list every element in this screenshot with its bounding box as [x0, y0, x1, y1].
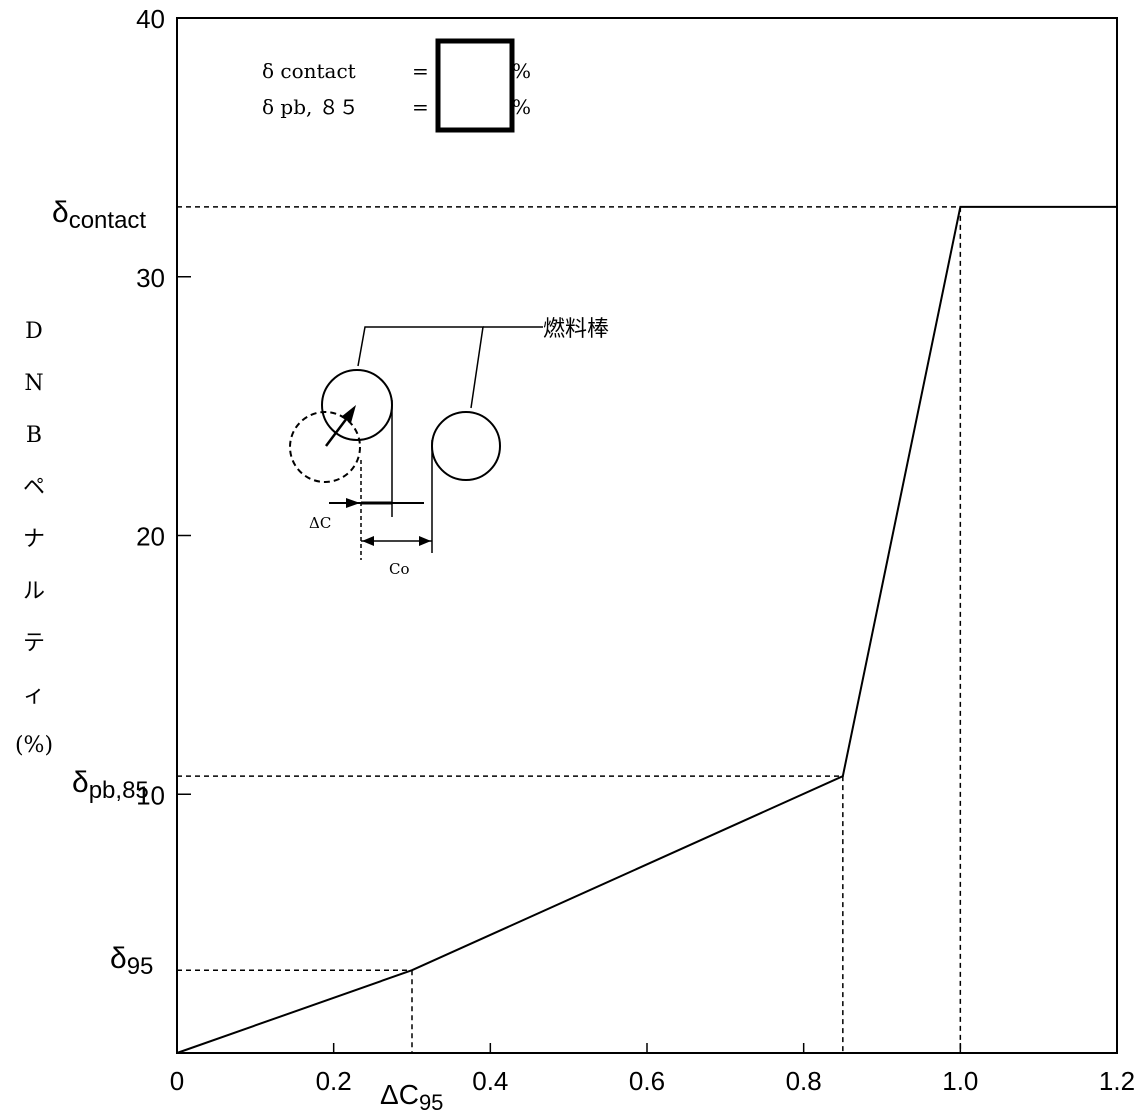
fuel-rod-diagram: 燃料棒 ΔC Co: [289, 317, 609, 578]
legend-pb-percent: %: [512, 95, 531, 119]
legend-contact-label: δ contact: [262, 59, 356, 83]
reference-lines: [177, 206, 962, 1053]
y-tick-label: 30: [136, 263, 165, 293]
delta-pb85-label: δpb,85: [72, 766, 149, 804]
y-axis-char: ペ: [23, 475, 45, 500]
legend: δ contact = % δ pb, ８５ = %: [262, 38, 531, 133]
legend-value-box: [435, 38, 515, 133]
series-layer: [176, 205, 1118, 1054]
legend-pb-equals: =: [412, 95, 429, 119]
series-line: [176, 205, 1117, 1054]
y-axis-char: ィ: [23, 683, 45, 708]
adjacent-rod: [431, 411, 501, 481]
y-tick-label: 20: [136, 522, 165, 552]
x-tick-label: 0: [170, 1066, 184, 1096]
y-axis-label: D N B ペ ナ ル テ ィ (%): [15, 319, 53, 758]
fuel-rod-label: 燃料棒: [543, 317, 609, 342]
data-point: [842, 775, 844, 777]
x-tick-label: 0.4: [472, 1066, 508, 1096]
x-tick-label: 1.2: [1099, 1066, 1135, 1096]
arrow-head: [341, 405, 356, 423]
data-point: [959, 206, 962, 208]
rod-leader-line: [357, 326, 484, 409]
y-axis-char: D: [25, 319, 43, 344]
y-tick-label: 40: [136, 4, 165, 34]
legend-pb-label: δ pb, ８５: [262, 95, 359, 119]
y-tick-label: 10: [136, 780, 165, 810]
data-point: [411, 969, 413, 971]
delta-95-label: δ95: [110, 942, 153, 980]
legend-contact-percent: %: [512, 59, 531, 83]
y-axis-char: (%): [15, 733, 53, 758]
y-axis-char: ナ: [23, 527, 45, 552]
arrow-head: [362, 536, 374, 546]
x-tick-label: 0.2: [316, 1066, 352, 1096]
arrow-head: [346, 498, 360, 508]
delta-contact-label: δcontact: [52, 196, 146, 234]
y-axis-char: ル: [23, 579, 45, 604]
displaced-rod: [321, 369, 393, 441]
arrow-head: [419, 536, 431, 546]
x-axis: 0 0.2 0.4 0.6 0.8 1.0 1.2: [170, 1043, 1135, 1096]
legend-contact-equals: =: [412, 59, 429, 83]
y-axis: 10 20 30 40: [136, 4, 191, 810]
original-rod: [289, 411, 361, 483]
plot-frame: [176, 17, 1118, 1054]
y-axis-char: B: [26, 423, 42, 448]
y-axis-char: N: [24, 371, 43, 396]
x-tick-label: 1.0: [942, 1066, 978, 1096]
data-point: [1116, 206, 1118, 208]
y-axis-char: テ: [23, 631, 45, 656]
x-tick-label: 0.6: [629, 1066, 665, 1096]
x-axis-label: ΔC95: [380, 1079, 443, 1115]
x-tick-label: 0.8: [786, 1066, 822, 1096]
delta-c-label: ΔC: [309, 514, 331, 532]
co-label: Co: [389, 560, 410, 578]
